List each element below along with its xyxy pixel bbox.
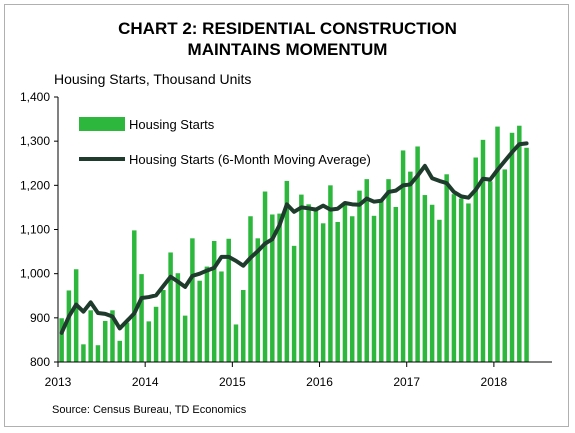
bar bbox=[153, 306, 159, 362]
x-tick-label: 2016 bbox=[306, 375, 333, 389]
bar bbox=[408, 171, 413, 362]
bar bbox=[342, 203, 348, 362]
legend-line-label: Housing Starts (6-Month Moving Average) bbox=[129, 152, 371, 167]
bar bbox=[284, 180, 290, 362]
bar bbox=[422, 195, 428, 362]
bar bbox=[415, 146, 420, 362]
bar bbox=[146, 321, 152, 362]
bar bbox=[313, 207, 319, 362]
legend: Housing Starts Housing Starts (6-Month M… bbox=[79, 117, 371, 167]
bar bbox=[320, 223, 326, 362]
bar bbox=[371, 215, 377, 362]
bar bbox=[226, 238, 231, 362]
bar bbox=[270, 214, 275, 362]
bar bbox=[451, 194, 457, 362]
bar bbox=[248, 216, 253, 362]
x-tick-label: 2015 bbox=[219, 375, 246, 389]
bar bbox=[197, 280, 202, 362]
bar bbox=[400, 150, 406, 362]
bar bbox=[102, 320, 108, 362]
y-axis-unit-label: Housing Starts, Thousand Units bbox=[54, 71, 252, 87]
y-tick-label: 900 bbox=[30, 311, 50, 325]
bar bbox=[132, 230, 137, 362]
x-tick-label: 2014 bbox=[132, 375, 159, 389]
bar bbox=[161, 290, 166, 362]
x-tick-label: 2017 bbox=[393, 375, 420, 389]
bar bbox=[66, 290, 72, 362]
bar bbox=[517, 125, 522, 363]
bar bbox=[182, 315, 188, 363]
bar bbox=[233, 324, 239, 362]
bar bbox=[211, 240, 217, 362]
bar bbox=[458, 198, 464, 362]
bar bbox=[524, 147, 529, 362]
y-tick-label: 1,200 bbox=[20, 178, 50, 192]
source-note: Source: Census Bureau, TD Economics bbox=[52, 404, 247, 416]
bar bbox=[488, 181, 493, 362]
bar bbox=[262, 191, 268, 362]
bar bbox=[117, 340, 122, 362]
bar bbox=[124, 322, 130, 362]
bar bbox=[335, 221, 340, 362]
bar bbox=[73, 269, 79, 362]
y-tick-label: 1,300 bbox=[20, 134, 50, 148]
bar bbox=[95, 345, 101, 362]
bar-series bbox=[59, 125, 529, 363]
bar bbox=[81, 344, 86, 362]
bar bbox=[502, 169, 508, 362]
bar bbox=[437, 219, 442, 362]
bar bbox=[110, 310, 115, 362]
legend-bar-label: Housing Starts bbox=[129, 117, 215, 132]
chart-title-line-1: CHART 2: RESIDENTIAL CONSTRUCTION bbox=[118, 19, 457, 38]
bar bbox=[255, 238, 261, 362]
bar bbox=[277, 213, 282, 362]
bar bbox=[241, 290, 246, 362]
bar bbox=[379, 199, 384, 362]
y-tick-label: 1,400 bbox=[20, 90, 50, 104]
moving-average-line bbox=[59, 141, 529, 335]
bar bbox=[509, 132, 515, 362]
bar bbox=[357, 190, 362, 362]
bar bbox=[386, 179, 391, 362]
bar bbox=[175, 273, 181, 362]
bar bbox=[429, 204, 435, 362]
bar bbox=[444, 174, 449, 362]
bar bbox=[364, 179, 369, 362]
bar bbox=[349, 216, 355, 362]
bar bbox=[139, 274, 144, 362]
bar bbox=[59, 318, 64, 362]
y-tick-label: 1,100 bbox=[20, 223, 50, 237]
bar bbox=[204, 266, 210, 362]
bar bbox=[88, 310, 93, 362]
bar bbox=[495, 126, 500, 362]
axes: 800 900 1,000 1,100 1,200 1,300 1,400 2013 2014 2… bbox=[20, 90, 552, 389]
chart-title-line-2: MAINTAINS MOMENTUM bbox=[187, 40, 388, 59]
bar bbox=[328, 185, 333, 362]
bar bbox=[393, 206, 399, 362]
x-tick-label: 2013 bbox=[45, 375, 72, 389]
bar bbox=[291, 245, 297, 362]
x-tick-label: 2018 bbox=[481, 375, 508, 389]
legend-bar-swatch bbox=[79, 117, 125, 131]
bar bbox=[480, 139, 486, 362]
bar bbox=[190, 238, 195, 362]
bar bbox=[299, 194, 304, 362]
bar bbox=[168, 252, 173, 362]
bar bbox=[219, 271, 224, 362]
y-tick-label: 1,000 bbox=[20, 267, 50, 281]
bar bbox=[466, 203, 471, 362]
chart-title: CHART 2: RESIDENTIAL CONSTRUCTION MAINTA… bbox=[0, 18, 575, 60]
bar bbox=[473, 157, 478, 362]
bar bbox=[306, 204, 311, 362]
y-tick-label: 800 bbox=[30, 355, 50, 369]
